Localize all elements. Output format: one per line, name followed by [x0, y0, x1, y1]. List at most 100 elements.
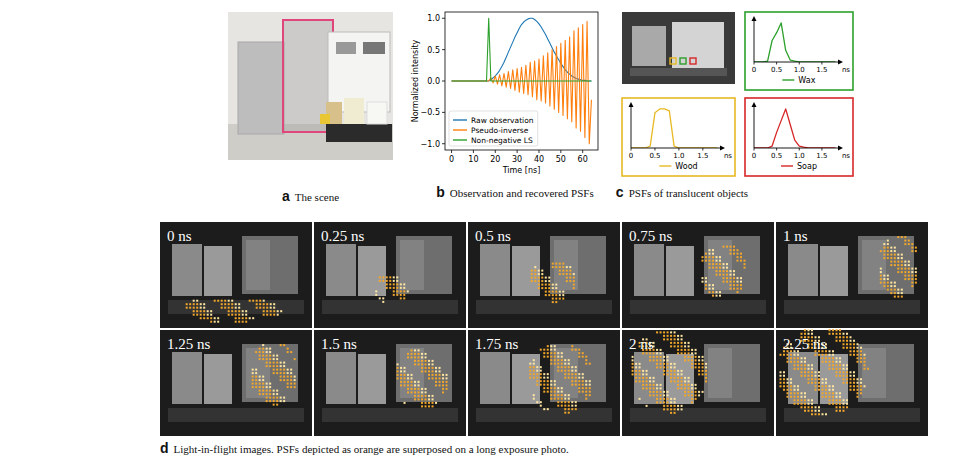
frame-psf-dot [404, 367, 406, 369]
frame-psf-dot [547, 356, 549, 358]
frame-psf-dot [737, 284, 739, 286]
frame-psf-dot [808, 364, 810, 366]
frame-psf-dot [815, 378, 817, 380]
frame-psf-dot [418, 360, 420, 362]
frame-psf-dot [529, 377, 531, 379]
frame-psf-dot [829, 396, 831, 398]
frame-psf-dot [578, 380, 580, 382]
frame-psf-dot [726, 274, 728, 276]
frame-psf-dot [425, 395, 427, 397]
frame-psf-dot [818, 378, 820, 380]
frame-psf-dot [790, 389, 792, 391]
frame-psf-dot [677, 342, 679, 344]
frame-psf-dot [382, 301, 384, 303]
frame-psf-dot [660, 352, 662, 354]
frame-psf-dot [557, 387, 559, 389]
frame-psf-dot [290, 376, 292, 378]
frame-psf-dot [667, 408, 669, 410]
frame-book [550, 344, 606, 402]
frame-psf-dot [787, 361, 789, 363]
frame-psf-dot [904, 271, 906, 273]
frame-table [322, 408, 458, 422]
frame-psf-dot [857, 343, 859, 345]
frame-psf-dot [425, 356, 427, 358]
frame-psf-dot [667, 394, 669, 396]
frame-psf-dot [397, 374, 399, 376]
frame-psf-dot [808, 410, 810, 412]
frame-psf-dot [705, 281, 707, 283]
frame-psf-dot [375, 290, 377, 292]
frame-psf-dot [691, 366, 693, 368]
plot-area [452, 18, 592, 143]
frame: 1.5 ns [314, 330, 466, 436]
frame-psf-dot [702, 373, 704, 375]
frame-psf-dot [691, 363, 693, 365]
frame-psf-dot [646, 352, 648, 354]
frame-board [666, 246, 694, 296]
frame-psf-dot [832, 389, 834, 391]
frame-psf-dot [663, 370, 665, 372]
frame-psf-dot [790, 361, 792, 363]
x-tick [799, 62, 800, 65]
y-axis-arrow [752, 102, 757, 107]
photo-book-figure [336, 42, 356, 54]
frame-psf-dot [904, 240, 906, 242]
frame-psf-dot [442, 374, 444, 376]
frame-psf-dot [709, 284, 711, 286]
frame-psf-dot [836, 336, 838, 338]
frame-psf-dot [555, 301, 557, 303]
frame-psf-dot [270, 314, 272, 316]
frame-psf-dot [404, 381, 406, 383]
frame-psf-dot [639, 377, 641, 379]
frame-psf-dot [829, 361, 831, 363]
frame-psf-dot [552, 298, 554, 300]
frame-psf-dot [283, 379, 285, 381]
x-axis-arrow [838, 60, 843, 65]
frame-psf-dot [880, 271, 882, 273]
frame-psf-dot [538, 284, 540, 286]
frame-psf-dot [880, 250, 882, 252]
frame-psf-dot [818, 389, 820, 391]
frame-psf-dot [418, 349, 420, 351]
frame-psf-dot [897, 292, 899, 294]
frame-psf-dot [780, 382, 782, 384]
frame-psf-dot [832, 385, 834, 387]
frame-psf-dot [529, 370, 531, 372]
frame-psf-dot [559, 298, 561, 300]
caption-text: Observation and recovered PSFs [450, 187, 594, 199]
frame-psf-dot [632, 373, 634, 375]
frame-psf-dot [646, 370, 648, 372]
frame-psf-dot [843, 333, 845, 335]
x-tick [495, 150, 496, 153]
frame-psf-dot [702, 359, 704, 361]
frame-psf-dot [262, 390, 264, 392]
frame-psf-dot [911, 250, 913, 252]
frame-psf-dot [255, 369, 257, 371]
frame-psf-dot [660, 384, 662, 386]
frame-psf-dot [200, 314, 202, 316]
frame-page [708, 348, 732, 398]
frame-psf-dot [562, 263, 564, 265]
frame-psf-dot [407, 391, 409, 393]
x-tick [560, 150, 561, 153]
frame-psf-dot [853, 389, 855, 391]
frame-psf-dot [646, 377, 648, 379]
frame-psf-dot [804, 357, 806, 359]
frame-psf-dot [808, 329, 810, 331]
frame-psf-dot [695, 356, 697, 358]
frame-psf-dot [808, 378, 810, 380]
x-tick [582, 150, 583, 153]
frame-psf-dot [670, 405, 672, 407]
frame-psf-dot [263, 310, 265, 312]
frame-psf-dot [555, 266, 557, 268]
frame-psf-dot [850, 350, 852, 352]
frame-psf-dot [276, 358, 278, 360]
frame-psf-dot [709, 256, 711, 258]
frame-psf-dot [695, 398, 697, 400]
frame-psf-dot [839, 368, 841, 370]
frame-psf-dot [890, 250, 892, 252]
frame-psf-dot [908, 240, 910, 242]
frame-psf-dot [582, 387, 584, 389]
frame-psf-dot [582, 380, 584, 382]
frame-psf-dot [887, 289, 889, 291]
